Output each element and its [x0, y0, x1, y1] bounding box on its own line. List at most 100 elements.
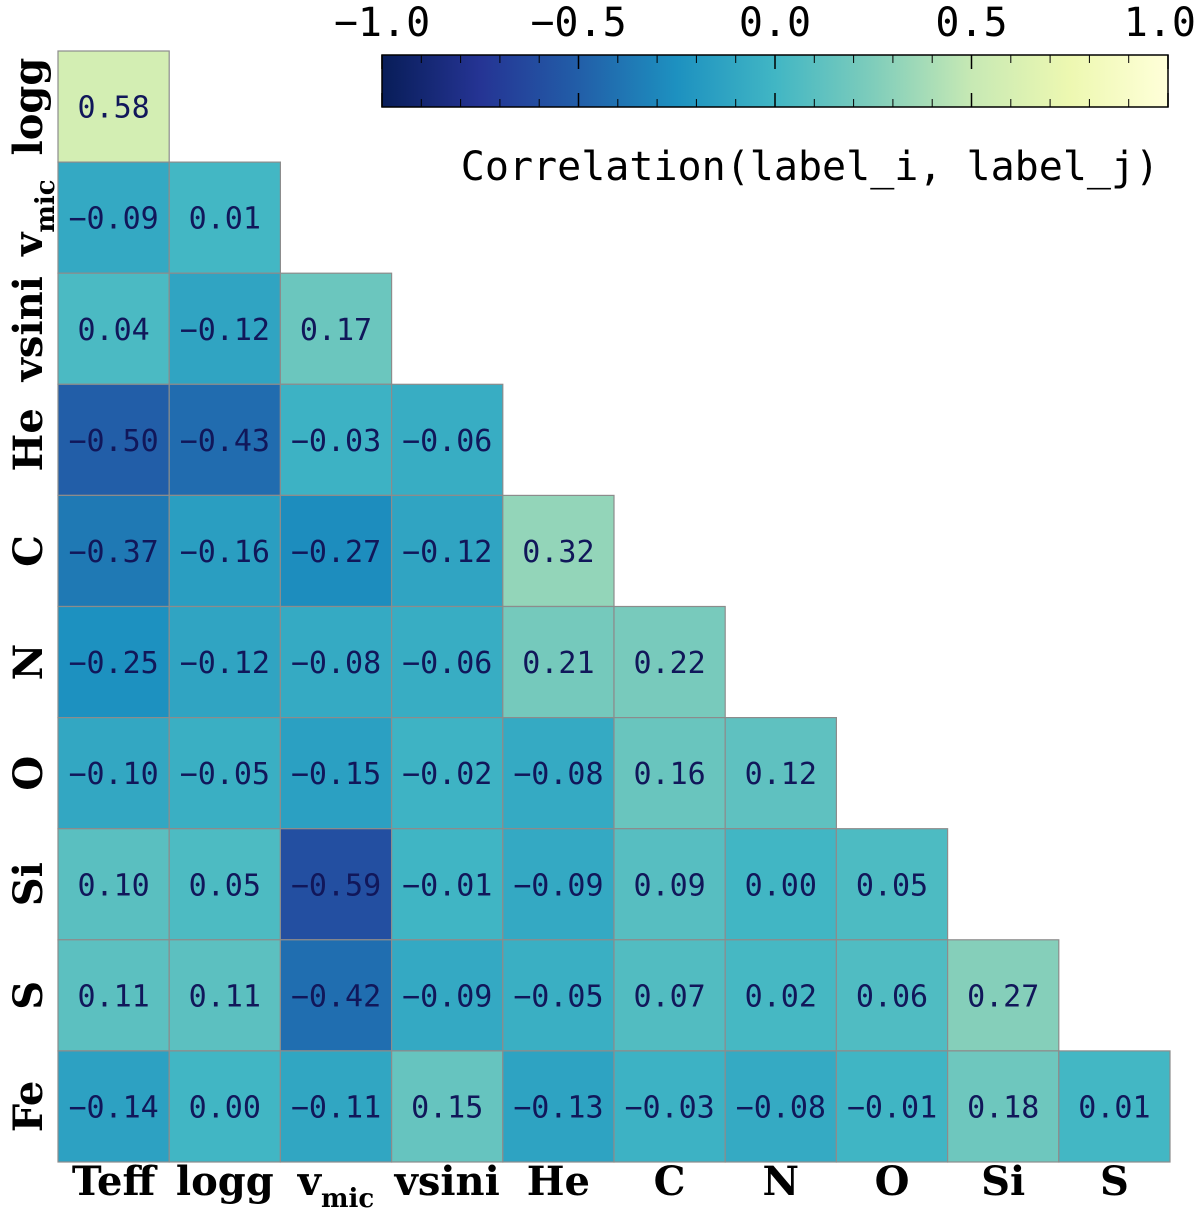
heatmap-cell: [391, 494, 504, 608]
heatmap-cell: [391, 716, 504, 830]
cell-value: −0.08: [291, 646, 381, 681]
cell-value: −0.06: [402, 646, 492, 681]
heatmap-cell: [279, 828, 393, 941]
colorbar-tick-label: −0.5: [530, 0, 626, 46]
cell-value: −0.12: [402, 535, 492, 570]
cell-value: −0.03: [291, 424, 381, 459]
cell-value: 0.32: [522, 535, 594, 570]
heatmap-cell: [57, 272, 170, 385]
cell-value: −0.15: [291, 757, 381, 792]
cell-value: −0.37: [68, 535, 158, 570]
y-tick-label: O: [5, 756, 52, 791]
x-tick-label: O: [875, 1158, 910, 1205]
heatmap-cells: 0.58 −0.09 0.01 0.04 −0.12 0.17 −0.50 −0.43 −0.0…: [57, 50, 1171, 1163]
heatmap-cell: [279, 1050, 393, 1163]
cell-value: −0.08: [513, 757, 603, 792]
cell-value: −0.10: [68, 757, 158, 792]
heatmap-cell: [57, 161, 170, 274]
x-tick-label: Teff: [72, 1158, 158, 1205]
heatmap-cell: [613, 939, 726, 1052]
heatmap-cell: [279, 272, 393, 385]
cell-value: −0.09: [402, 979, 492, 1014]
colorbar-tick-label: 0.0: [739, 0, 811, 46]
colorbar: −1.0 −0.5 0.0 0.5 1.0 Correlation(label_i, l…: [334, 0, 1196, 190]
heatmap-cell: [168, 161, 281, 274]
cell-value: 0.04: [77, 313, 149, 348]
heatmap-cell: [391, 383, 504, 496]
cell-value: 0.02: [745, 979, 817, 1014]
cell-value: 0.09: [633, 868, 705, 903]
cell-value: 0.07: [633, 979, 705, 1014]
heatmap-cell: [279, 494, 393, 608]
cell-value: −0.12: [180, 646, 270, 681]
heatmap-cell: [502, 494, 615, 608]
heatmap-cell: [168, 383, 281, 496]
colorbar-tick-label: −1.0: [334, 0, 430, 46]
heatmap-cell: [57, 939, 170, 1052]
cell-value: 0.21: [522, 646, 594, 681]
y-tick-label: logg: [5, 58, 52, 156]
heatmap-cell: [391, 939, 504, 1052]
heatmap-cell: [391, 1050, 504, 1163]
cell-value: 0.01: [189, 202, 261, 237]
cell-value: −0.50: [68, 424, 158, 459]
heatmap-cell: [57, 50, 170, 163]
y-axis-labels: logg vmic vsini He C N O Si S Fe: [5, 58, 61, 1133]
cell-value: 0.06: [856, 979, 928, 1014]
y-tick-label: N: [5, 644, 52, 681]
y-tick-label: He: [5, 408, 52, 471]
heatmap-cell: [168, 939, 281, 1052]
cell-value: 0.11: [189, 979, 261, 1014]
heatmap-cell: [168, 1050, 281, 1163]
cell-value: −0.01: [847, 1090, 937, 1125]
heatmap-cell: [724, 828, 838, 941]
cell-value: 0.10: [77, 868, 149, 903]
x-tick-label: N: [763, 1158, 800, 1205]
heatmap-cell: [57, 1050, 170, 1163]
heatmap-cell: [1058, 1050, 1171, 1163]
heatmap-cell: [835, 1050, 949, 1163]
cell-value: 0.01: [1078, 1090, 1150, 1125]
y-tick-label: Fe: [5, 1081, 52, 1133]
colorbar-tick-label: 0.5: [935, 0, 1007, 46]
cell-value: 0.05: [189, 868, 261, 903]
heatmap-cell: [946, 939, 1060, 1052]
cell-value: −0.09: [68, 202, 158, 237]
x-tick-label: C: [654, 1158, 686, 1205]
cell-value: −0.05: [513, 979, 603, 1014]
cell-value: −0.02: [402, 757, 492, 792]
cell-value: 0.00: [745, 868, 817, 903]
cell-value: −0.01: [402, 868, 492, 903]
cell-value: 0.05: [856, 868, 928, 903]
heatmap-cell: [391, 605, 504, 719]
colorbar-tick-label: 1.0: [1124, 0, 1196, 46]
x-tick-label: logg: [176, 1158, 274, 1205]
heatmap-cell: [168, 716, 281, 830]
cell-value: −0.59: [291, 868, 381, 903]
heatmap-cell: [724, 716, 838, 830]
heatmap-cell: [279, 939, 393, 1052]
heatmap-cell: [502, 605, 615, 719]
cell-value: 0.58: [77, 91, 149, 126]
cell-value: −0.06: [402, 424, 492, 459]
x-tick-label: S: [1100, 1158, 1129, 1205]
x-tick-label: vmic: [297, 1158, 374, 1214]
cell-value: −0.05: [180, 757, 270, 792]
colorbar-ticks: −1.0 −0.5 0.0 0.5 1.0: [334, 0, 1196, 107]
heatmap-cell: [57, 828, 170, 941]
x-axis-labels: Teff logg vmic vsini He C N O Si S: [72, 1158, 1129, 1214]
cell-value: 0.12: [745, 757, 817, 792]
y-tick-label: S: [5, 981, 52, 1010]
cell-value: 0.00: [189, 1090, 261, 1125]
cell-value: −0.16: [180, 535, 270, 570]
heatmap-cell: [835, 828, 949, 941]
heatmap-cell: [168, 494, 281, 608]
heatmap-cell: [613, 716, 726, 830]
heatmap-cell: [502, 1050, 615, 1163]
cell-value: −0.09: [513, 868, 603, 903]
cell-value: −0.25: [68, 646, 158, 681]
heatmap-cell: [168, 605, 281, 719]
x-tick-label: vsini: [394, 1158, 500, 1205]
cell-value: 0.15: [411, 1090, 483, 1125]
heatmap-cell: [279, 605, 393, 719]
